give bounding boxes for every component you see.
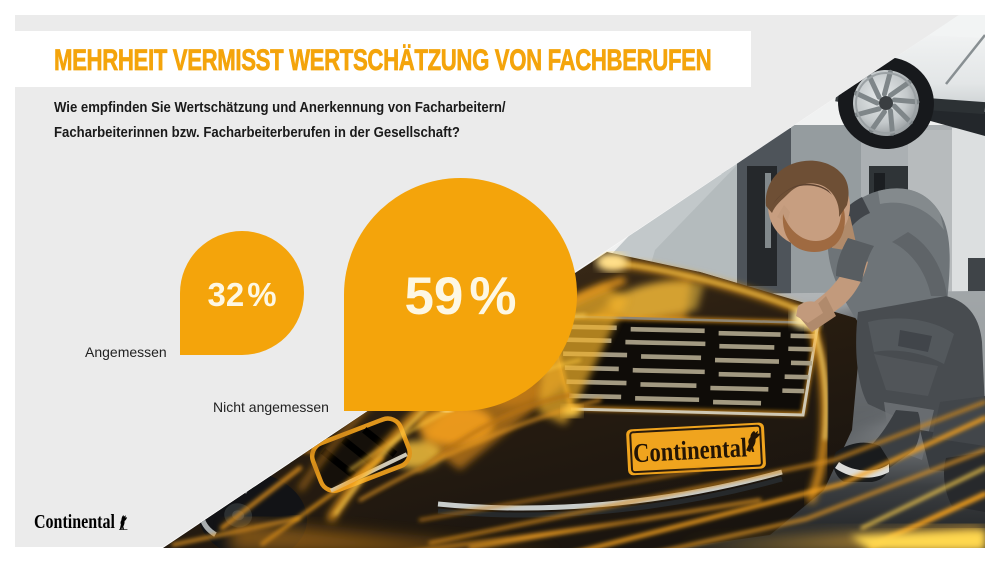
svg-text:Continental: Continental bbox=[632, 432, 748, 468]
